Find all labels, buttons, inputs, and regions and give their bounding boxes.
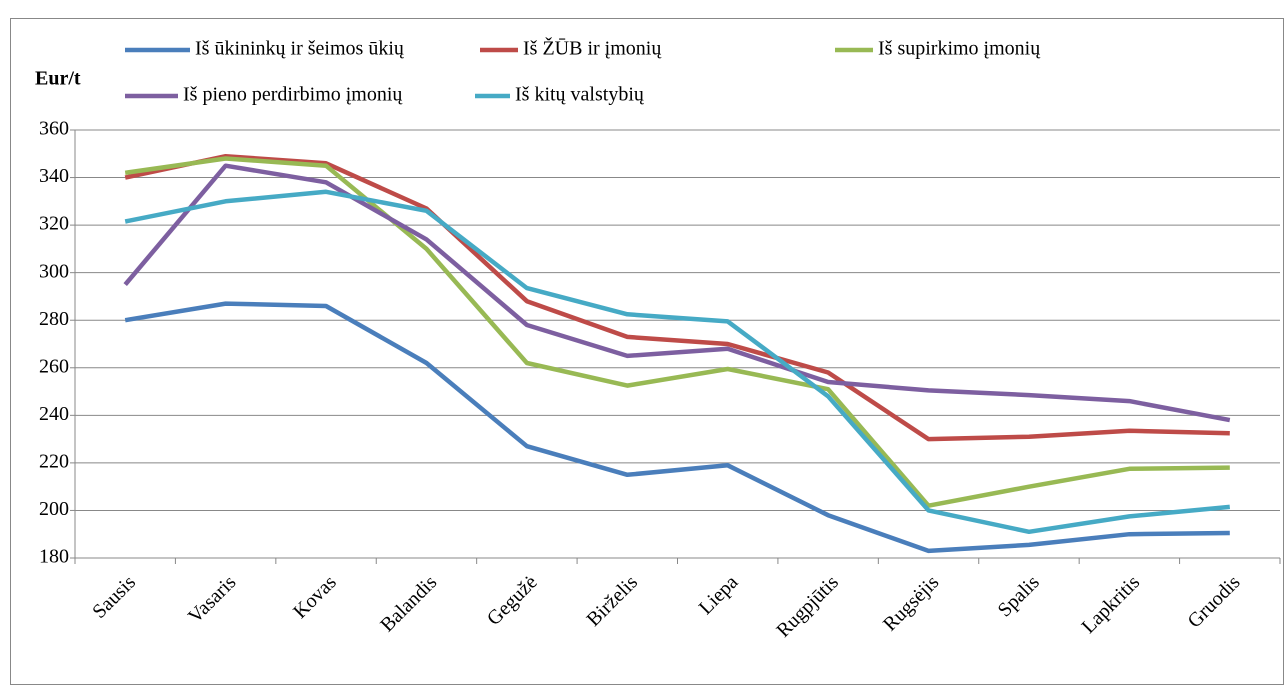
series-line xyxy=(124,153,1230,442)
chart-frame xyxy=(10,18,1284,685)
y-tick-label: 220 xyxy=(39,450,69,472)
legend-label: Iš supirkimo įmonių xyxy=(878,38,1041,60)
series-line xyxy=(124,156,1230,508)
y-tick-label: 280 xyxy=(39,308,69,330)
legend-label: Iš pieno perdirbimo įmonių xyxy=(183,84,403,106)
y-tick-label: 320 xyxy=(39,213,69,235)
series-line xyxy=(124,189,1231,535)
x-tick-label: Rugpjūtis xyxy=(772,571,843,642)
y-tick-label: 200 xyxy=(39,498,69,520)
legend-label: Iš ūkininkų ir šeimos ūkių xyxy=(195,38,405,60)
x-tick-label: Liepa xyxy=(695,571,743,619)
y-tick-label: 260 xyxy=(39,355,69,377)
x-tick-label: Kovas xyxy=(289,571,341,623)
x-tick-label: Sausis xyxy=(88,571,140,623)
legend-label: Iš ŽŪB ir įmonių xyxy=(523,37,662,60)
x-tick-label: Gegužė xyxy=(483,571,542,630)
y-axis-label: Eur/t xyxy=(35,68,81,90)
x-tick-label: Lapkritis xyxy=(1078,571,1145,638)
x-tick-label: Vasaris xyxy=(184,571,241,628)
series-line xyxy=(123,163,1231,423)
x-tick-label: Spalis xyxy=(994,571,1044,621)
y-tick-label: 180 xyxy=(39,546,69,568)
y-tick-label: 340 xyxy=(39,165,69,187)
y-tick-label: 300 xyxy=(39,260,69,282)
x-tick-label: Birželis xyxy=(583,571,643,631)
y-tick-label: 360 xyxy=(39,118,69,140)
x-tick-label: Balandis xyxy=(376,571,441,636)
x-tick-label: Rugsėjis xyxy=(879,571,943,635)
y-tick-label: 240 xyxy=(39,403,69,425)
series-line xyxy=(124,301,1230,554)
legend-label: Iš kitų valstybių xyxy=(515,84,645,106)
x-tick-label: Gruodis xyxy=(1183,571,1244,632)
